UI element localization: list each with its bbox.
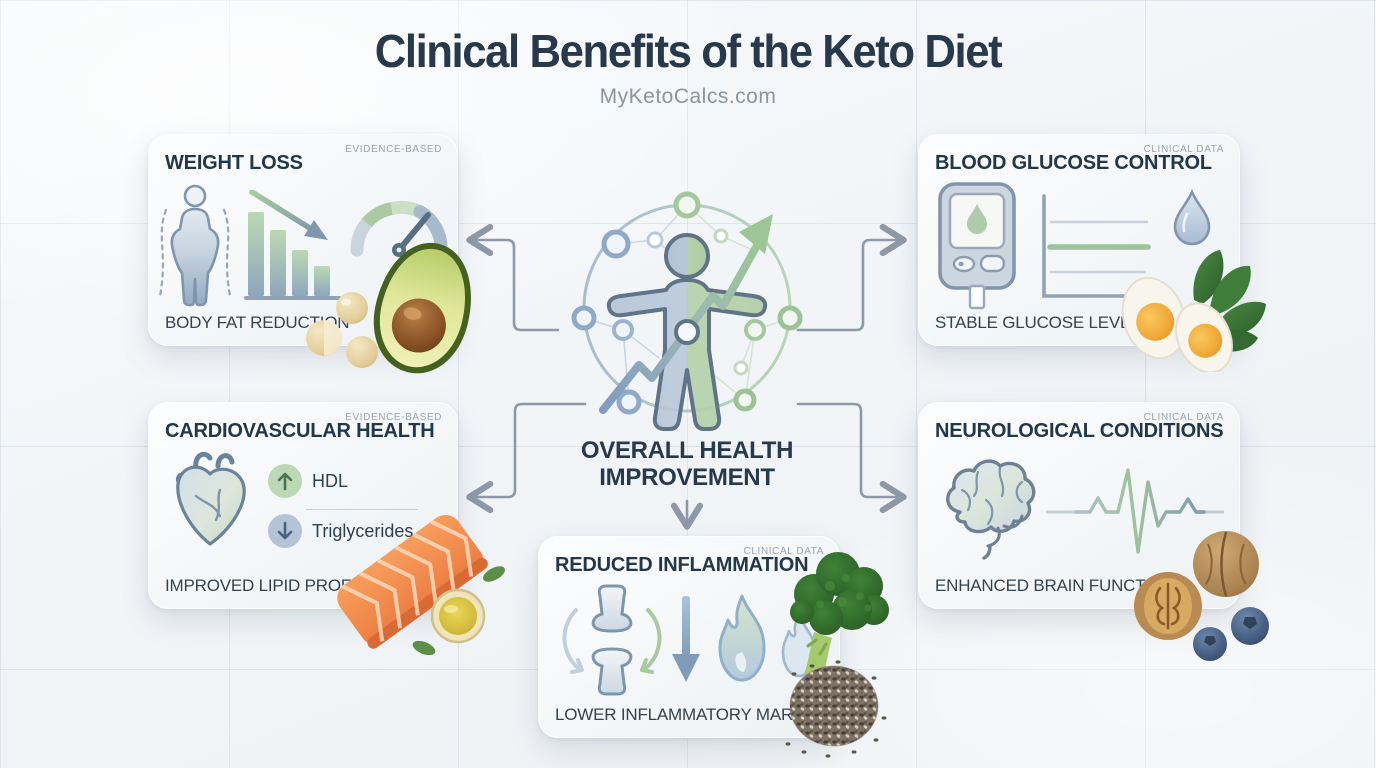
card-title: NEUROLOGICAL CONDITIONS [935, 420, 1224, 442]
card-caption: STABLE GLUCOSE LEVELS [935, 313, 1152, 332]
network-node [646, 231, 664, 249]
walnut-whole [1193, 531, 1259, 597]
arrow-center-to-cardiovascular [466, 402, 587, 514]
network-node [777, 305, 803, 331]
card-title: CARDIOVASCULAR HEALTH [165, 420, 435, 442]
down-arrow-circle-icon [268, 514, 302, 548]
blood-droplet-icon [1173, 188, 1211, 246]
card-caption: IMPROVED LIPID PROFILE [165, 576, 376, 595]
glucose-meter-icon [938, 182, 1016, 310]
hdl-label: HDL [312, 470, 349, 491]
card-title: REDUCED INFLAMMATION [555, 554, 809, 576]
network-node [733, 360, 749, 376]
flame-icon [718, 594, 766, 682]
brainwave-ekg-icon [1046, 468, 1224, 554]
network-node [673, 191, 701, 219]
down-arrow-icon [672, 596, 700, 682]
card-title: WEIGHT LOSS [165, 152, 303, 174]
marker-divider [306, 509, 418, 510]
salmon-fillet [337, 514, 488, 649]
network-node [713, 228, 729, 244]
slimming-body-icon [158, 184, 232, 307]
anatomical-heart-icon [175, 451, 246, 546]
badge: EVIDENCE-BASED [345, 144, 442, 155]
card-title: BLOOD GLUCOSE CONTROL [935, 152, 1212, 174]
herb-leaf [412, 566, 505, 656]
network-node [601, 229, 631, 259]
network-node [571, 305, 597, 331]
food-salmon-olive-oil [337, 514, 505, 656]
food-avocado [373, 242, 471, 374]
upward-trend-arrow-icon [599, 214, 773, 414]
human-figure-icon [606, 233, 768, 431]
network-node [744, 319, 766, 341]
triglycerides-label: Triglycerides [312, 520, 414, 541]
food-walnuts-blueberries [1134, 531, 1269, 661]
site-name: MyKetoCalcs.com [599, 84, 777, 108]
up-arrow-circle-icon [268, 464, 302, 498]
badge: CLINICAL DATA [1143, 144, 1224, 155]
center-title-line1: OVERALL HEALTH [580, 437, 794, 464]
food-eggs-spinach [1121, 250, 1266, 372]
food-broccoli [790, 552, 889, 678]
knee-joint-icon [562, 584, 662, 696]
card-weight-loss: EVIDENCE-BASED WEIGHT LOSS [148, 134, 458, 346]
card-caption: ENHANCED BRAIN FUNCTION [935, 576, 1176, 595]
arrow-center-to-weight-loss [466, 223, 560, 332]
center-title-line2: IMPROVEMENT [599, 463, 775, 491]
weight-gauge-icon [350, 200, 448, 257]
food-chia-seeds [785, 660, 887, 758]
center-title: OVERALL HEALTH IMPROVEMENT [547, 437, 827, 492]
network-node [733, 388, 757, 412]
arrow-center-to-blood-glucose [796, 223, 907, 332]
olive-oil-bowl [430, 588, 486, 644]
hdl-marker: HDL [268, 464, 348, 498]
card-neurological: CLINICAL DATA NEUROLOGICAL CONDITIONS EN… [918, 402, 1240, 609]
overall-health-emblem [571, 191, 803, 431]
boiled-egg [1175, 302, 1233, 372]
triglycerides-marker: Triglycerides [268, 514, 413, 548]
header: Clinical Benefits of the Keto Diet MyKet… [0, 26, 1376, 109]
blueberry [1193, 607, 1269, 661]
walnut-half [1134, 572, 1202, 640]
brain-icon [946, 459, 1036, 560]
page-title: Clinical Benefits of the Keto Diet [374, 25, 1003, 77]
card-blood-glucose: CLINICAL DATA BLOOD GLUCOSE CONTROL STAB… [918, 134, 1240, 346]
boiled-egg [1121, 276, 1187, 360]
food-macadamia-nuts [306, 292, 378, 368]
card-caption: LOWER INFLAMMATORY MARKERS [555, 705, 839, 724]
declining-bar-chart-icon [244, 190, 342, 300]
network-node [612, 319, 634, 341]
badge: EVIDENCE-BASED [345, 412, 442, 423]
network-node [616, 389, 642, 415]
badge: CLINICAL DATA [1143, 412, 1224, 423]
badge: CLINICAL DATA [743, 546, 824, 557]
stable-line-chart-icon [1042, 194, 1156, 298]
card-caption: BODY FAT REDUCTION [165, 313, 350, 332]
arrow-center-to-neurological [796, 402, 907, 514]
